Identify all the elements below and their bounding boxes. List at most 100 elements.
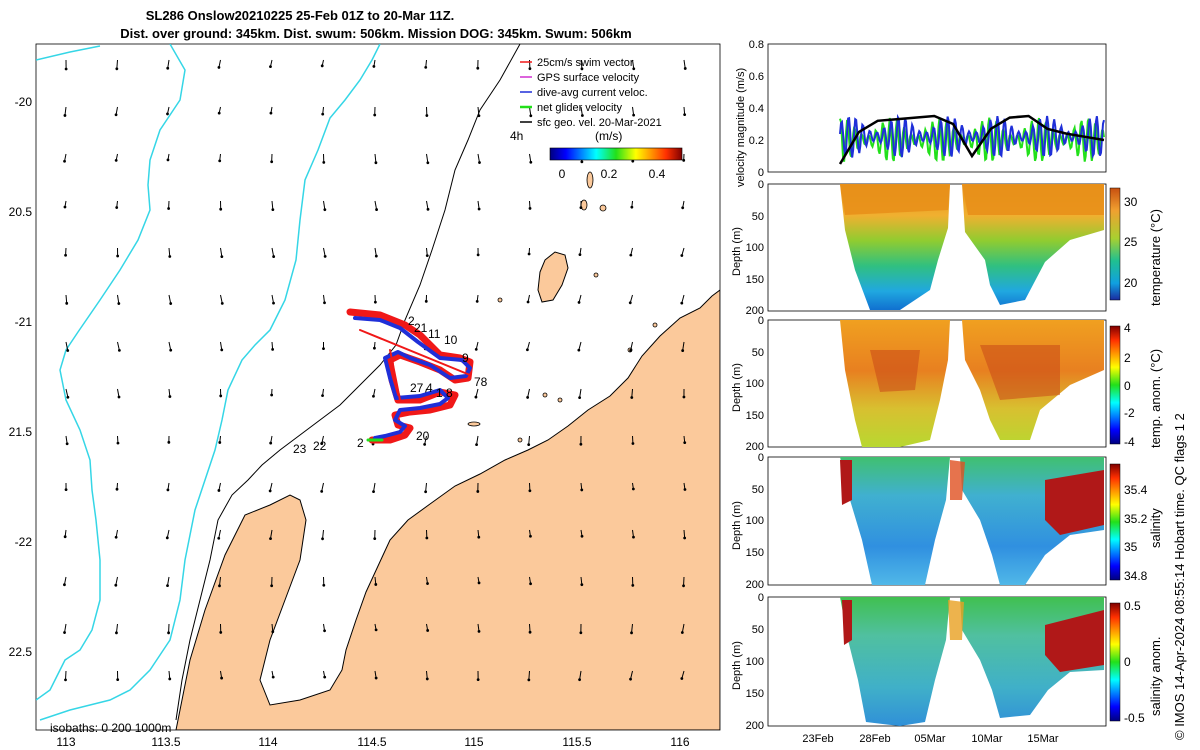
legend-label: net glider velocity [537,102,622,114]
velocity-vector-head [631,487,635,491]
track-label: 20 [416,429,430,443]
velocity-vector-head [117,348,121,352]
depth-tick: 150 [746,410,764,422]
velocity-vector-head [629,349,633,352]
velocity-vector-head [323,629,326,633]
depth-tick: 50 [752,211,764,223]
velocity-vector-head [114,583,118,587]
map-ytick: -21 [15,315,33,329]
legend-label: dive-avg current veloc. [537,87,648,99]
temp-anomaly-panel: 0 50 100 150 200 Depth (m) 4 2 0 -2 -4 t… [731,315,1163,453]
velocity-vector-head [63,114,67,117]
velocity-vector-head [271,208,275,211]
velocity-vector-head [217,66,221,69]
velocity-vector [580,106,583,116]
isobath-1000m-inner [39,44,381,721]
velocity-vector [631,623,633,633]
velocity-vector-head [114,113,118,117]
velocity-vector [681,623,685,633]
velocity-vector-head [580,114,584,117]
velocity-vector-head [268,489,272,493]
depth-tick: 0 [758,452,764,464]
velocity-vector [736,483,737,490]
velocity-vector-head [269,65,272,69]
map-ytick: 20.5 [9,205,33,219]
velocity-vector-head [114,535,118,539]
velocity-vector-head [632,113,636,117]
velocity-vector-head [426,207,430,211]
track-label: 4 [426,381,433,395]
scale-label: 4h [510,129,523,143]
velocity-vector-head [683,488,687,491]
cbar-tick: -4 [1124,435,1135,449]
velocity-vector [683,59,686,69]
velocity-vector-head [217,111,221,115]
velocity-vector-head [629,677,632,681]
map-xtick: 116 [670,735,689,749]
velocity-vector-head [323,301,326,305]
depth-tick: 0 [758,592,764,604]
velocity-vector-head [323,208,327,212]
velocity-vector-head [320,64,324,68]
depth-tick: 100 [746,378,764,390]
velocity-vector-head [579,206,583,210]
velocity-vector [117,341,120,351]
velocity-vector [734,201,736,208]
map-xtick: 114.5 [357,735,386,749]
cbar-tick: -0.5 [1124,711,1145,725]
map-legend: 25cm/s swim vector GPS surface velocity … [510,57,683,181]
velocity-vector-head [165,536,169,540]
velocity-vector-head [323,254,327,258]
velocity-vector-head [426,629,430,632]
velocity-vector-head [683,113,687,117]
velocity-vector-head [424,490,428,494]
speed-colorbar [549,147,683,161]
velocity-vector-head [579,631,583,635]
track-label: 9 [462,351,469,365]
velocity-vector-head [529,160,533,164]
velocity-vector-head [476,490,480,493]
velocity-vector [736,436,737,442]
velocity-vector-head [680,301,684,305]
velocity-vector [65,341,69,351]
velocity-vector-head [477,114,481,118]
velocity-vector-head [373,300,377,304]
depth-tick: 50 [752,484,764,496]
velocity-vector-head [683,536,687,540]
track-label: 21 [414,321,428,335]
depth-tick: 50 [752,624,764,636]
imos-credit: © IMOS 14-Apr-2024 08:55:14 Hobart time.… [1172,413,1187,740]
velocity-vector [321,482,324,492]
velocity-vector-head [372,490,375,494]
velocity-vector [630,341,633,351]
velocity-vector [681,294,685,304]
velocity-vector-head [321,112,325,116]
velocity-vector-head [374,254,378,258]
velocity-vector-head [683,441,687,445]
map-xtick: 113 [56,735,75,749]
velocity-vector-head [116,254,120,258]
velocity-vector [220,294,223,304]
cbar-tick: 20 [1124,276,1138,290]
series-sfc-geo [838,114,1105,165]
velocity-vector-head [580,160,584,164]
map-ytick: 22.5 [9,645,33,659]
vel-ytick: 0 [758,167,764,179]
map-xtick: 115 [464,735,483,749]
velocity-vector [632,59,635,69]
velocity-vector-head [374,676,378,680]
depth-tick: 150 [746,547,764,559]
velocity-vector-head [115,206,119,209]
cbar-tick: 25 [1124,235,1138,249]
velocity-vector [476,435,479,445]
velocity-vector-head [373,346,376,350]
velocity-vector-head [426,582,429,585]
velocity-vector-head [63,583,66,587]
cbar-tick: -2 [1124,406,1135,420]
velocity-vector-head [474,347,478,351]
velocity-vector-head [529,582,532,586]
land-coast-northeast [175,289,720,730]
date-tick: 05Mar [914,733,946,745]
velocity-vector-head [681,349,685,352]
velocity-vector-head [217,536,221,540]
